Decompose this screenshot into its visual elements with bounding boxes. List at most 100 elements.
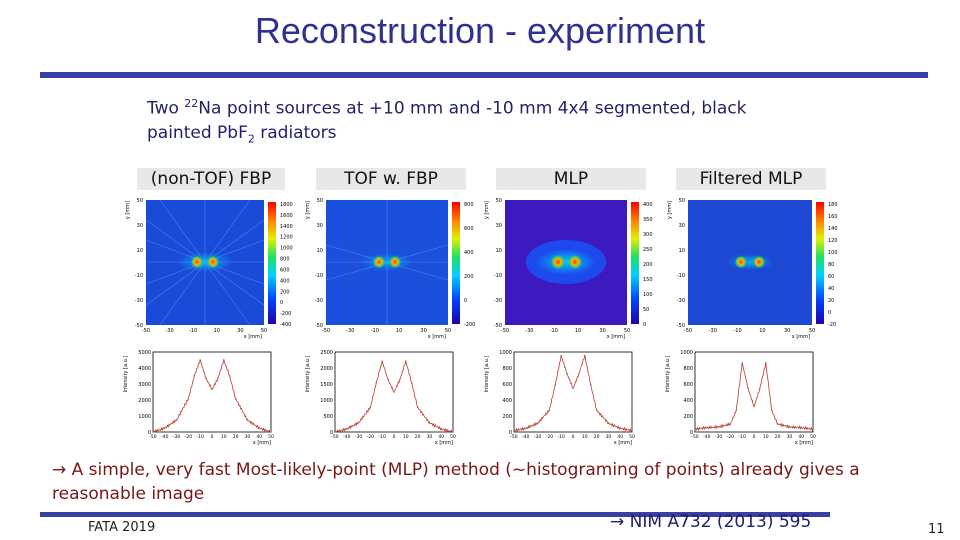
data-point: [410, 381, 413, 384]
data-point: [595, 409, 598, 411]
data-point: [270, 431, 272, 433]
x-tick-label: -30: [525, 328, 533, 334]
x-tick-label: -30: [173, 434, 180, 440]
y-tick-label: -30: [135, 298, 143, 304]
x-tick-label: 40: [798, 434, 804, 440]
y-tick-label: 10: [137, 248, 143, 254]
y-tick-label: -50: [677, 323, 685, 329]
point-source: [551, 255, 565, 269]
title-divider: [40, 72, 928, 78]
image-panel-filtered-mlp: [688, 200, 824, 325]
arrow-icon: →: [52, 460, 67, 480]
y-tick-label: 50: [496, 198, 502, 204]
x-tick-label: -50: [322, 328, 330, 334]
colorbar-tick-label: 120: [828, 238, 838, 244]
colorbar-tick-label: 1600: [280, 213, 293, 219]
plot-frame: [694, 351, 814, 433]
y-tick-label: 400: [683, 398, 693, 404]
data-point: [228, 375, 231, 377]
colorbar-tick-label: 600: [464, 226, 474, 232]
colorbar-tick-label: 0: [643, 322, 646, 328]
x-axis-label: x [mm]: [792, 334, 810, 340]
colorbar-tick-label: -20: [828, 322, 836, 328]
x-tick-label: -20: [185, 434, 192, 440]
colorbar: [816, 202, 824, 324]
point-source: [373, 256, 385, 268]
x-tick-label: 10: [396, 328, 402, 334]
point-source: [735, 256, 747, 268]
y-axis-label: Intensity [a.u.]: [123, 356, 129, 393]
data-point: [631, 429, 633, 432]
y-tick-label: 10: [679, 248, 685, 254]
x-tick-label: 10: [214, 328, 220, 334]
colorbar-tick-label: 140: [828, 226, 838, 232]
x-tick-label: 30: [787, 434, 793, 440]
data-point: [199, 359, 201, 361]
colorbar-tick-label: 350: [643, 217, 653, 223]
y-tick-label: -50: [135, 323, 143, 329]
x-tick-label: 40: [617, 434, 623, 440]
y-tick-label: 30: [496, 223, 502, 229]
x-tick-label: 50: [809, 328, 815, 334]
x-tick-label: 50: [261, 328, 267, 334]
slide-description: Two 22Na point sources at +10 mm and -10…: [147, 92, 827, 151]
x-tick-label: 10: [575, 328, 581, 334]
x-axis-label: x [mm]: [614, 440, 632, 446]
data-point: [735, 409, 738, 411]
data-point: [369, 406, 372, 409]
x-tick-label: -20: [367, 434, 374, 440]
y-axis-label: Intensity [a.u.]: [305, 356, 311, 393]
x-tick-label: 40: [438, 434, 444, 440]
x-tick-label: 10: [759, 328, 765, 334]
description-text: Na point sources at +10 mm and -10 mm 4x…: [198, 98, 747, 119]
y-tick-label: 1000: [680, 350, 693, 356]
data-point: [788, 426, 791, 428]
colorbar-tick-label: 100: [643, 292, 653, 298]
data-point: [381, 360, 384, 363]
data-point: [560, 354, 562, 357]
x-tick-label: 50: [629, 434, 635, 440]
colorbar-tick-label: 0: [828, 310, 831, 316]
x-tick-label: -40: [161, 434, 168, 440]
data-point: [536, 422, 539, 425]
colorbar-tick-label: 1800: [280, 202, 293, 208]
data-point: [405, 360, 407, 363]
y-tick-label: 50: [679, 198, 685, 204]
x-tick-label: -10: [550, 328, 558, 334]
colorbar-tick-label: -200: [464, 322, 475, 328]
colorbar-tick-label: 600: [280, 267, 290, 273]
colorbar: [268, 202, 276, 324]
slide-title: Reconstruction - experiment: [254, 10, 706, 51]
colorbar-tick-label: -400: [280, 322, 291, 328]
colorbar-tick-label: 200: [280, 289, 290, 295]
colorbar-tick-label: 1400: [280, 224, 293, 230]
x-tick-label: -10: [734, 328, 742, 334]
y-tick-label: 1000: [138, 414, 151, 420]
image-panel-nontof-fbp: [145, 199, 276, 326]
data-point: [452, 431, 454, 433]
x-tick-label: 10: [221, 434, 227, 440]
data-point: [741, 362, 743, 364]
footer-conference: FATA 2019: [88, 520, 156, 535]
plot-frame: [513, 351, 633, 433]
description-text: radiators: [254, 122, 337, 143]
description-text: painted Pb: [147, 122, 239, 143]
page-number: 11: [928, 522, 945, 537]
y-tick-label: 2000: [138, 398, 151, 404]
footer-reference: → NIM A732 (2013) 595: [610, 512, 811, 532]
description-text: F: [238, 122, 248, 143]
data-point: [334, 431, 336, 433]
data-point: [193, 375, 196, 377]
x-tick-label: 50: [810, 434, 816, 440]
y-tick-label: 0: [330, 430, 333, 436]
y-tick-label: 600: [502, 382, 512, 388]
y-tick-label: 1000: [499, 350, 512, 356]
data-point: [770, 409, 773, 411]
x-tick-label: -10: [558, 434, 565, 440]
data-point: [584, 354, 586, 357]
data-point: [619, 427, 621, 430]
data-point: [223, 359, 225, 361]
